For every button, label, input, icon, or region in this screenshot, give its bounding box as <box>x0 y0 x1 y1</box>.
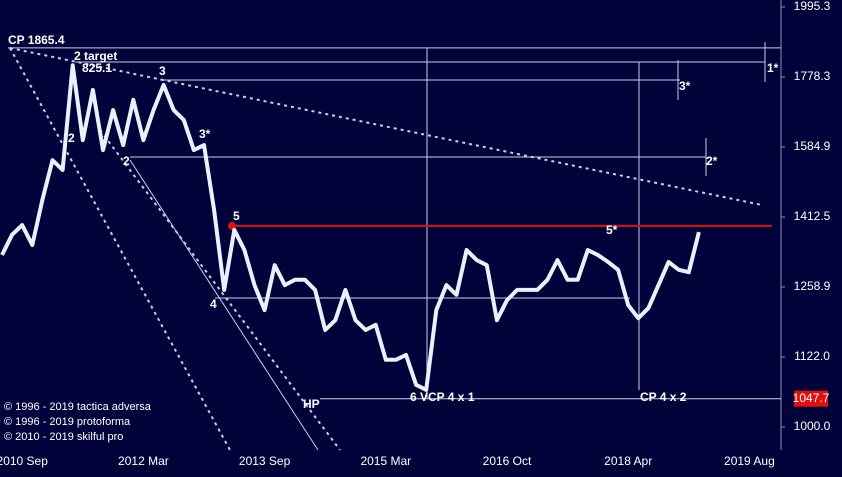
annotation: 4 <box>210 297 217 311</box>
y-tick-label: 1122.0 <box>794 349 830 363</box>
x-tick-label: 2013 Sep <box>239 454 291 468</box>
annotation: 5 <box>233 209 240 223</box>
price-box <box>794 390 828 407</box>
trendline <box>129 159 319 451</box>
x-tick-label: 2018 Apr <box>604 454 652 468</box>
x-tick-label: 2012 Mar <box>118 454 169 468</box>
annotation: CP 4 x 2 <box>640 390 687 404</box>
price-line <box>0 63 701 392</box>
trendline <box>9 47 763 206</box>
copyright: © 1996 - 2019 tactica adversa <box>4 401 152 413</box>
y-tick-label: 1412.5 <box>794 209 831 223</box>
copyright: © 2010 - 2019 skilful pro <box>4 431 123 443</box>
annotation: 2 <box>68 131 75 145</box>
x-tick-label: 2015 Mar <box>360 454 411 468</box>
annotation: 825.1 <box>82 61 112 75</box>
annotation: 5* <box>606 223 618 237</box>
annotation: 3 <box>159 64 166 78</box>
x-tick-label: 2019 Aug <box>724 454 775 468</box>
annotation: 1* <box>767 61 779 75</box>
annotation: HP <box>303 397 320 411</box>
annotation: 3* <box>199 127 211 141</box>
price-marker-label: 1047.7 <box>793 391 830 405</box>
y-tick-label: 1995.3 <box>794 0 831 13</box>
copyright: © 1996 - 2019 protoforma <box>4 416 131 428</box>
y-tick-label: 1584.9 <box>794 139 831 153</box>
annotation: 2 target <box>74 49 117 63</box>
x-tick-label: 2010 Sep <box>0 454 48 468</box>
x-tick-label: 2016 Oct <box>483 454 532 468</box>
y-tick-label: 1778.3 <box>794 69 831 83</box>
annotation: 3* <box>679 79 691 93</box>
y-tick-label: 1000.0 <box>794 419 831 433</box>
annotation: 2* <box>706 154 718 168</box>
annotation: 6 VCP 4 x 1 <box>410 390 475 404</box>
y-tick-label: 1258.9 <box>794 279 831 293</box>
annotation: CP 1865.4 <box>8 33 65 47</box>
annotation: 2 <box>123 154 130 168</box>
